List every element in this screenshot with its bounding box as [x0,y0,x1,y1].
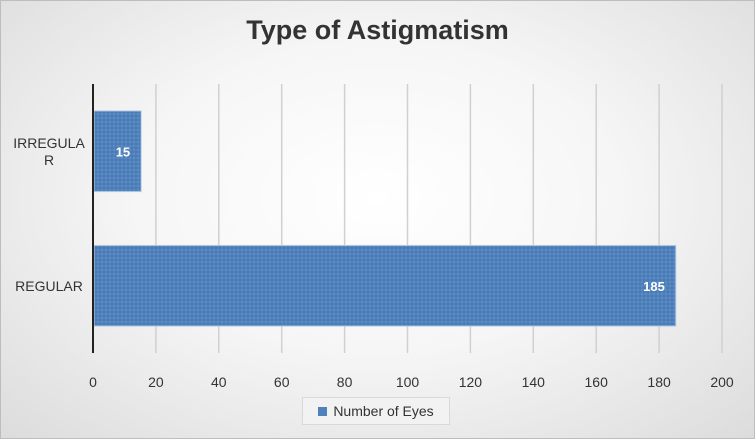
x-tick-label: 180 [647,374,671,390]
x-tick-label: 40 [211,374,227,390]
legend: Number of Eyes [302,397,450,425]
x-tick-label: 140 [522,374,546,390]
bar [93,244,677,327]
x-tick-label: 0 [89,374,97,390]
x-tick-label: 20 [148,374,164,390]
legend-label: Number of Eyes [333,403,434,419]
x-tick-label: 100 [396,374,420,390]
data-label: 185 [643,279,665,294]
legend-swatch [318,406,328,416]
bar [93,110,142,193]
chart-title: Type of Astigmatism [246,15,509,45]
data-label: 15 [116,144,130,159]
x-tick-label: 60 [274,374,290,390]
category-label: IRREGULA R [13,135,85,168]
x-tick-label: 120 [459,374,483,390]
x-tick-label: 80 [337,374,353,390]
x-tick-label: 200 [710,374,734,390]
x-tick-label: 160 [585,374,609,390]
category-label: REGULAR [15,278,83,294]
